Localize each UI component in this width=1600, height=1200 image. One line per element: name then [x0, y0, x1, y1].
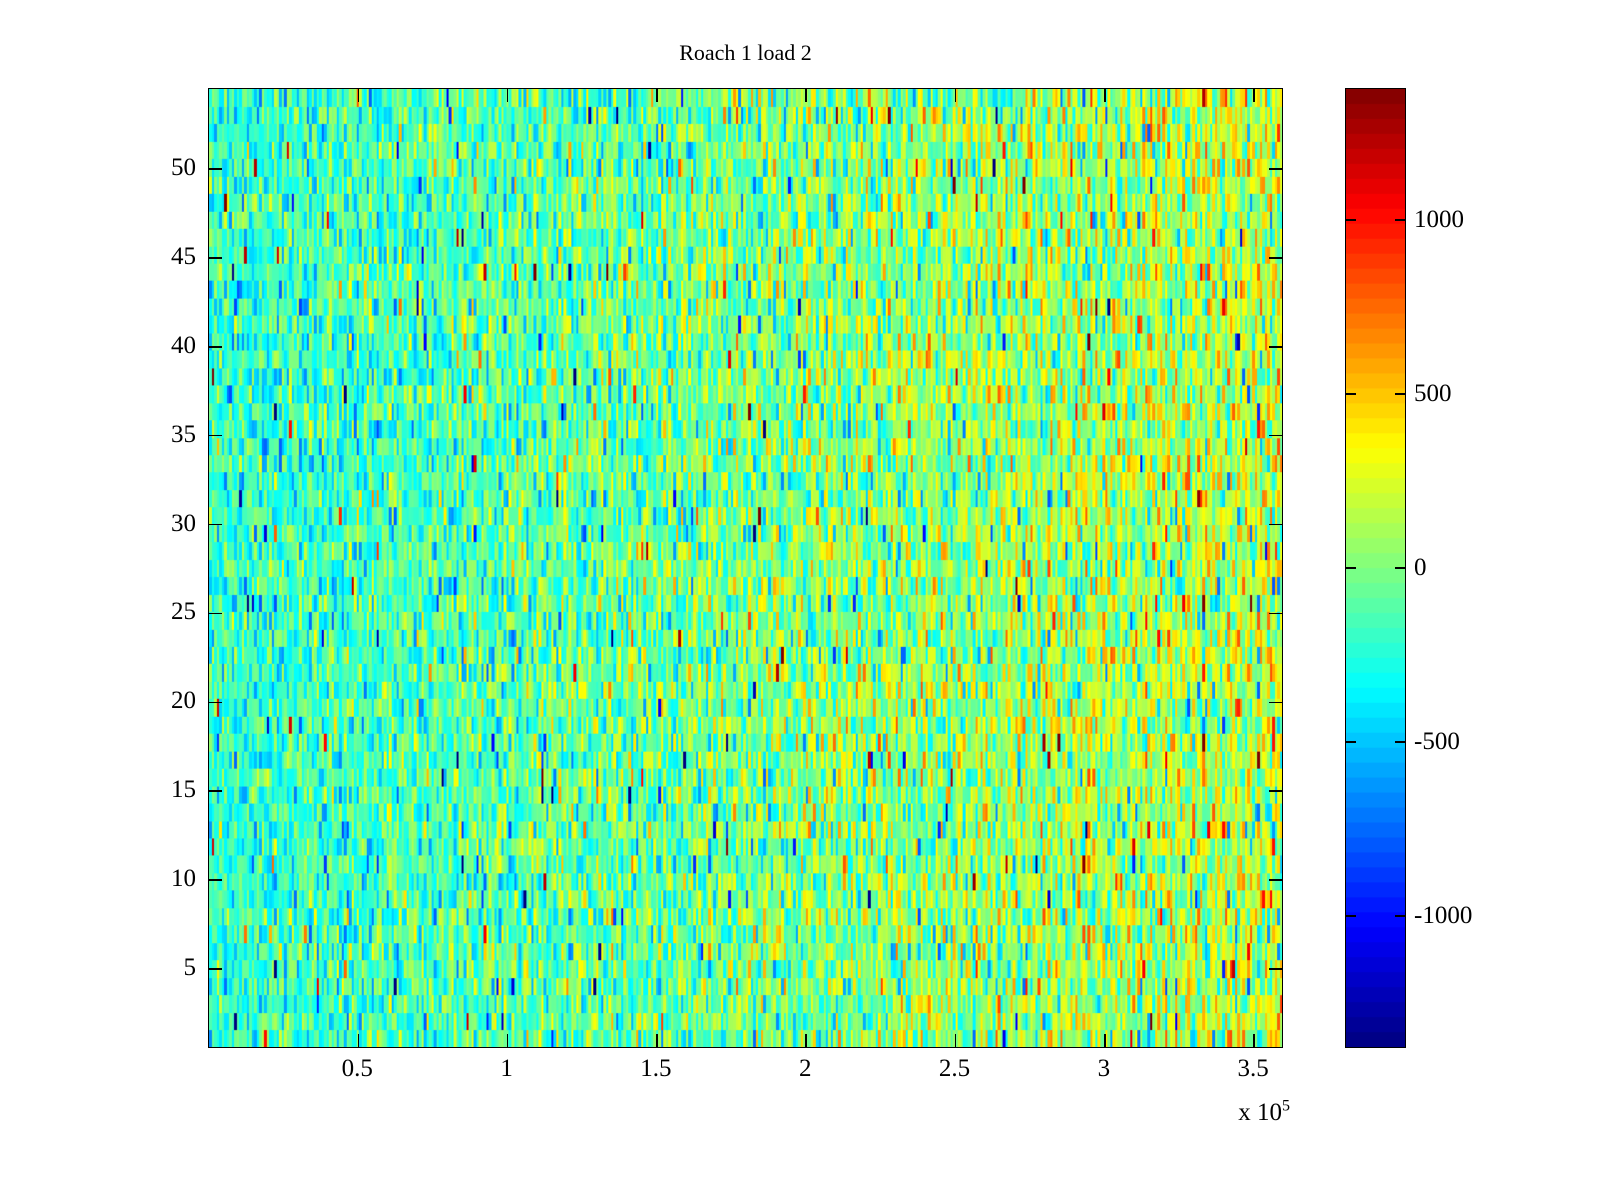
- colorbar-tick-mark: [1395, 567, 1406, 569]
- colorbar-tick-mark: [1345, 915, 1356, 917]
- colorbar-tick-labels: 1000 500 0 -500 -1000: [1414, 88, 1584, 1048]
- x-tick-mark: [954, 1034, 957, 1047]
- colorbar-tick-label: 0: [1414, 554, 1427, 581]
- x-axis-exponent-label: x 105: [1150, 1097, 1290, 1126]
- y-tick-mark: [1269, 879, 1282, 881]
- y-tick-label: 35: [171, 420, 196, 448]
- heatmap-raster: [209, 89, 1282, 1047]
- colorbar-tick-mark: [1395, 915, 1406, 917]
- colorbar-tick-mark: [1395, 219, 1406, 221]
- x-tick-label: 0.5: [341, 1055, 373, 1082]
- y-tick-mark: [209, 257, 222, 259]
- colorbar-tick-mark: [1395, 741, 1406, 743]
- colorbar-tick-mark: [1345, 219, 1356, 221]
- colorbar-tick-mark: [1345, 567, 1356, 569]
- x-tick-mark: [357, 89, 360, 102]
- x-tick-label: 3: [1097, 1055, 1111, 1082]
- y-tick-mark: [209, 345, 222, 348]
- x-tick-label: 3.5: [1237, 1055, 1269, 1082]
- y-tick-label: 40: [171, 331, 196, 359]
- y-tick-label: 30: [171, 509, 196, 537]
- colorbar-tick-label: 1000: [1414, 206, 1464, 234]
- y-tick-mark: [1269, 523, 1282, 526]
- y-tick-mark: [1269, 968, 1282, 970]
- y-tick-mark: [209, 612, 222, 615]
- colorbar-tick-label: -500: [1414, 727, 1460, 755]
- page-title: Roach 1 load 2: [679, 40, 812, 65]
- y-tick-mark: [1269, 168, 1282, 170]
- y-tick-label: 15: [171, 776, 196, 804]
- y-axis-tick-labels: 5 10 15 20 25 30 35 40 45 50: [118, 88, 196, 1048]
- y-tick-label: 25: [171, 598, 196, 626]
- colorbar-tick-mark: [1345, 741, 1356, 743]
- colorbar-tick-mark: [1395, 393, 1406, 395]
- x-tick-mark: [1253, 89, 1255, 102]
- x-tick-mark: [656, 89, 658, 102]
- y-tick-label: 45: [171, 242, 196, 270]
- x-tick-mark: [506, 89, 509, 102]
- colorbar-tick-marks: [1345, 88, 1406, 1048]
- exponent-base: x 10: [1238, 1099, 1282, 1126]
- x-tick-mark: [357, 1034, 360, 1047]
- x-tick-mark: [1104, 89, 1106, 102]
- x-axis-tick-labels: 0.5 1 1.5 2 2.5 3 3.5: [208, 1056, 1283, 1092]
- y-tick-mark: [209, 790, 222, 793]
- y-tick-label: 20: [171, 687, 196, 715]
- y-tick-label: 50: [171, 154, 196, 181]
- x-tick-mark: [805, 1034, 808, 1047]
- y-tick-label: 10: [171, 865, 196, 893]
- y-tick-mark: [209, 168, 222, 170]
- x-tick-label: 1.5: [640, 1055, 672, 1082]
- y-tick-mark: [209, 523, 222, 526]
- x-tick-label: 2: [798, 1055, 812, 1082]
- x-tick-mark: [805, 89, 808, 102]
- colorbar-tick-label: 500: [1414, 380, 1452, 408]
- x-tick-mark: [1104, 1034, 1106, 1047]
- x-tick-label: 2.5: [938, 1055, 971, 1082]
- y-tick-label: 5: [183, 954, 197, 981]
- y-tick-mark: [209, 968, 222, 970]
- x-tick-mark: [1253, 1034, 1255, 1047]
- y-tick-mark: [1269, 612, 1282, 615]
- y-tick-mark: [1269, 345, 1282, 348]
- y-tick-mark: [1269, 257, 1282, 259]
- x-tick-mark: [656, 1034, 658, 1047]
- colorbar-tick-label: -1000: [1414, 901, 1473, 929]
- x-tick-mark: [506, 1034, 509, 1047]
- y-tick-mark: [209, 701, 222, 704]
- x-tick-label: 1: [500, 1055, 513, 1082]
- exponent-power: 5: [1282, 1097, 1290, 1115]
- heatmap-axes[interactable]: [208, 88, 1283, 1048]
- colorbar-tick-mark: [1345, 393, 1356, 395]
- y-tick-mark: [209, 434, 222, 437]
- y-tick-mark: [1269, 434, 1282, 437]
- x-tick-mark: [954, 89, 957, 102]
- y-tick-mark: [1269, 701, 1282, 704]
- y-tick-mark: [1269, 790, 1282, 793]
- y-tick-mark: [209, 879, 222, 881]
